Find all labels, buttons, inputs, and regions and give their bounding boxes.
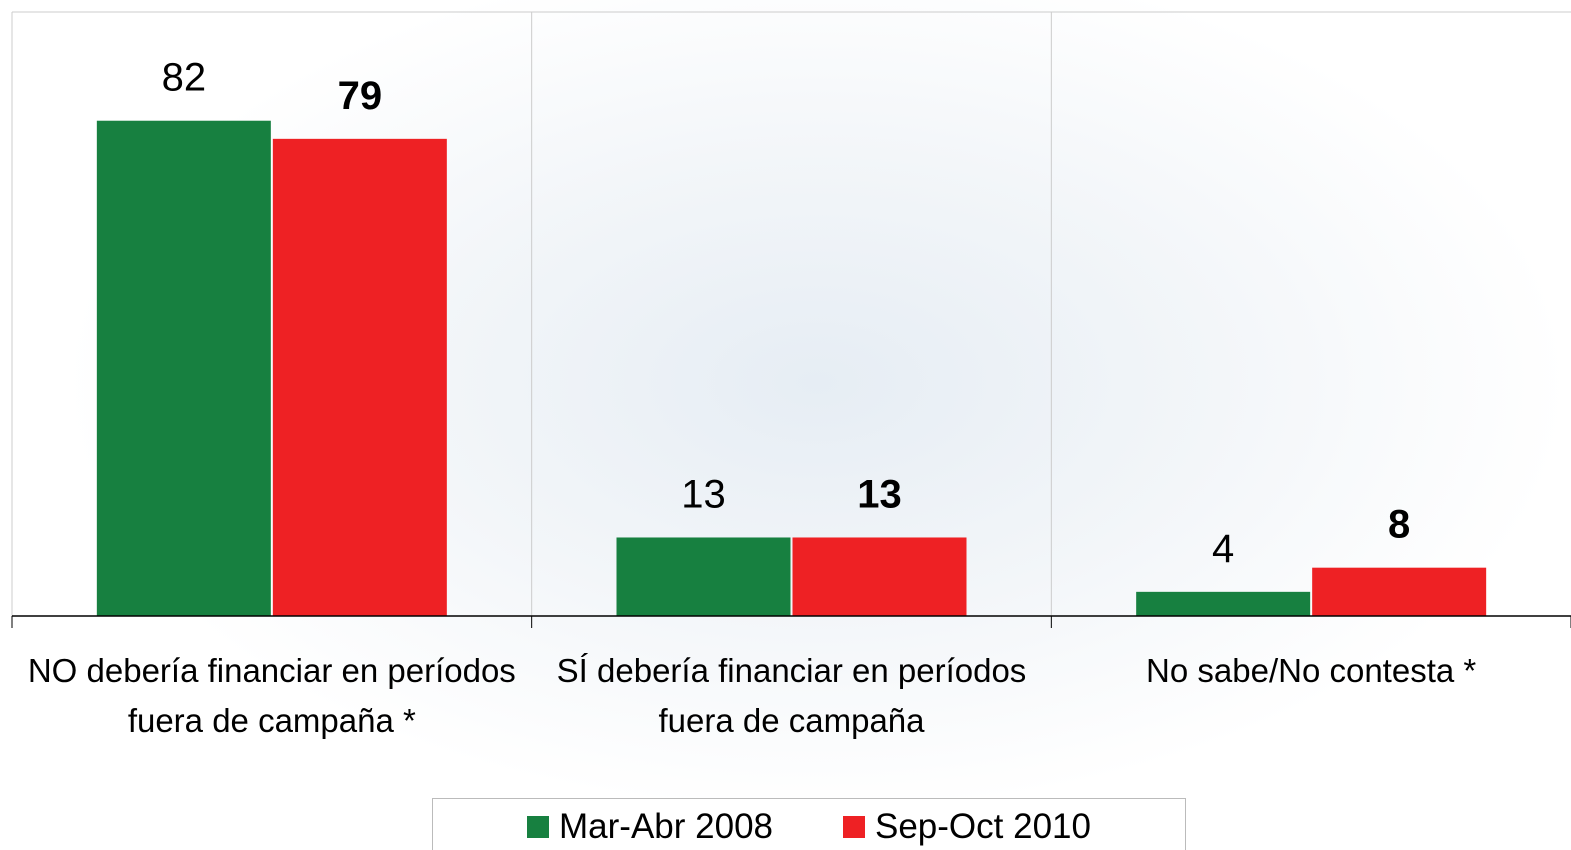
legend-label: Sep-Oct 2010 xyxy=(875,807,1091,847)
legend-item: Mar-Abr 2008 xyxy=(527,807,773,847)
data-label: 13 xyxy=(857,472,902,516)
legend-item: Sep-Oct 2010 xyxy=(843,807,1091,847)
data-label: 82 xyxy=(162,56,207,100)
data-label: 79 xyxy=(338,74,383,118)
x-tick-label: No sabe/No contesta * xyxy=(1061,646,1561,696)
bar xyxy=(273,139,447,616)
bar xyxy=(1312,568,1486,616)
chart: 82 79 13 13 4 8 Mar-Abr 2008 Sep-Oct 2010 NO d… xyxy=(0,0,1571,850)
bar xyxy=(793,537,967,616)
legend-swatch xyxy=(843,816,865,838)
data-label: 13 xyxy=(681,472,726,516)
legend-label: Mar-Abr 2008 xyxy=(559,807,773,847)
legend: Mar-Abr 2008 Sep-Oct 2010 xyxy=(432,798,1186,850)
x-tick-label: SÍ debería financiar en períodos fuera d… xyxy=(542,646,1042,746)
x-tick-label: NO debería financiar en períodos fuera d… xyxy=(22,646,522,746)
bar xyxy=(1136,592,1310,616)
legend-swatch xyxy=(527,816,549,838)
data-label: 8 xyxy=(1388,503,1410,547)
bar xyxy=(617,537,791,616)
bar xyxy=(97,121,271,616)
data-label: 4 xyxy=(1212,527,1234,571)
